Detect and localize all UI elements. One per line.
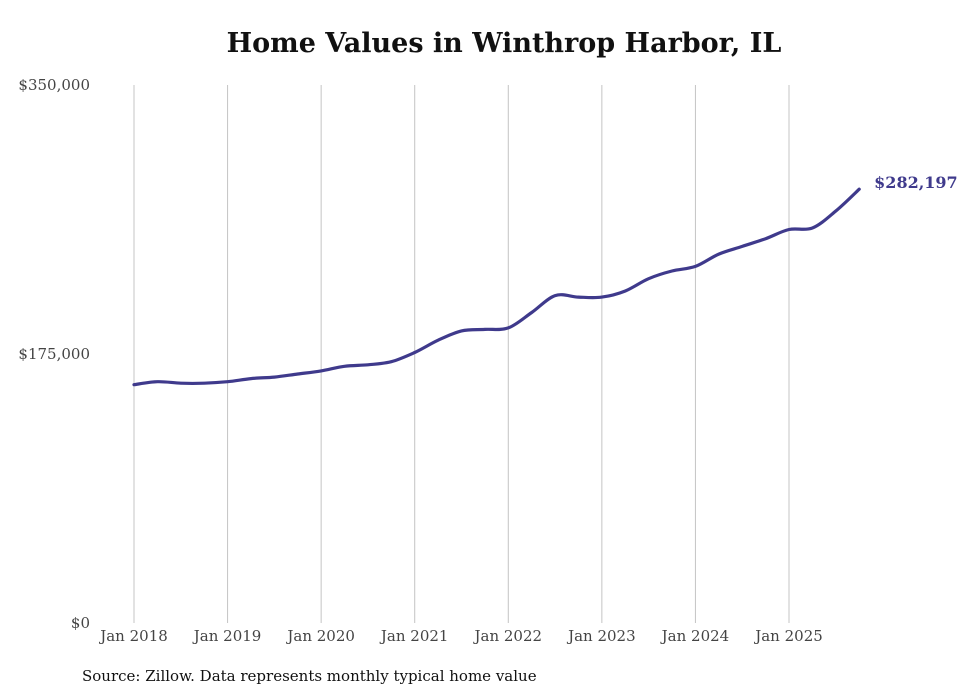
chart-title: Home Values in Winthrop Harbor, IL	[226, 28, 782, 59]
y-tick-label: $0	[71, 614, 90, 632]
x-tick-label: Jan 2025	[753, 627, 823, 645]
x-tick-label: Jan 2021	[379, 627, 449, 645]
x-tick-label: Jan 2018	[98, 627, 168, 645]
grid-layer	[133, 85, 790, 623]
x-tick-label: Jan 2019	[192, 627, 262, 645]
series-line	[132, 187, 861, 387]
x-tick-label: Jan 2020	[285, 627, 355, 645]
source-note: Source: Zillow. Data represents monthly …	[82, 667, 537, 685]
y-tick-label: $350,000	[18, 76, 90, 94]
y-tick-label: $175,000	[18, 345, 90, 363]
x-axis: Jan 2018 Jan 2019 Jan 2020 Jan 2021 Jan 2022…	[98, 627, 823, 645]
x-tick-label: Jan 2022	[473, 627, 543, 645]
x-tick-label: Jan 2024	[660, 627, 730, 645]
end-value-label: $282,197	[874, 173, 958, 192]
y-axis: $0 $175,000 $350,000	[18, 76, 90, 632]
line-chart: $0$175,000$350,000 Jan 2018 Jan 2019 Jan 2…	[18, 76, 958, 645]
x-tick-label: Jan 2023	[566, 627, 636, 645]
